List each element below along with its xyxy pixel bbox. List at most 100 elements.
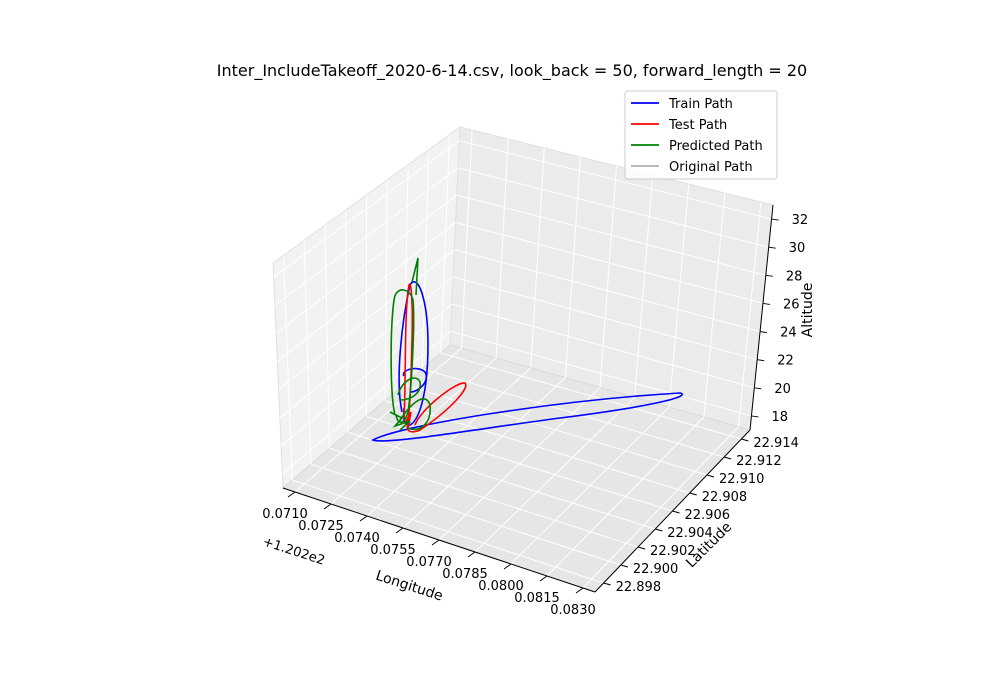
z-axis-label: Altitude bbox=[800, 283, 816, 338]
z-axis-line bbox=[749, 204, 774, 431]
y-tick-mark bbox=[689, 492, 697, 496]
x-tick-label: 0.0785 bbox=[442, 567, 488, 582]
x-tick-mark bbox=[575, 587, 584, 594]
y-tick-label: 22.912 bbox=[736, 454, 782, 469]
y-gridline bbox=[422, 368, 725, 458]
x-tick-mark bbox=[323, 503, 332, 510]
x-gridline-wall bbox=[599, 165, 617, 388]
z-tick-mark bbox=[754, 387, 762, 390]
y-tick-label: 22.902 bbox=[650, 544, 696, 559]
z-tick-label: 26 bbox=[783, 297, 800, 312]
z-gridline bbox=[273, 140, 772, 278]
legend-items: Train Path Test Path Predicted Path Origina… bbox=[631, 97, 763, 175]
y-tick-label: 22.910 bbox=[719, 472, 765, 487]
legend-box bbox=[624, 90, 778, 180]
legend-label-train-path: Train Path bbox=[668, 97, 733, 112]
z-tick-mark bbox=[751, 415, 759, 418]
x-gridline-wall bbox=[634, 174, 654, 398]
z-gridline bbox=[279, 276, 758, 419]
y-gridline bbox=[403, 384, 708, 476]
z-gridline bbox=[282, 330, 752, 475]
x-axis-label: Longitude bbox=[374, 568, 445, 605]
legend-label-original-path: Original Path bbox=[669, 160, 753, 175]
grid-lines bbox=[273, 129, 772, 589]
series-layer bbox=[371, 257, 684, 442]
x-tick-label: 0.0710 bbox=[262, 507, 308, 522]
x-gridline-wall bbox=[530, 147, 545, 368]
x-tick-label: 0.0830 bbox=[550, 603, 596, 618]
chart-title: Inter_IncludeTakeoff_2020-6-14.csv, look… bbox=[217, 61, 807, 81]
y-tick-label: 22.908 bbox=[702, 490, 748, 505]
y-gridline-wall bbox=[345, 210, 349, 433]
x-tick-label: 0.0755 bbox=[370, 543, 416, 558]
y-gridline bbox=[384, 400, 690, 494]
z-tick-mark bbox=[759, 331, 768, 334]
x-tick-mark bbox=[431, 539, 440, 546]
x-gridline-wall bbox=[737, 201, 762, 427]
x-gridline-wall bbox=[564, 156, 581, 378]
tick-marks bbox=[287, 218, 779, 594]
x-gridline-wall bbox=[461, 129, 473, 349]
y-tick-mark bbox=[741, 438, 749, 442]
z-tick-mark bbox=[765, 274, 773, 277]
z-tick-label: 18 bbox=[771, 410, 788, 425]
z-gridline bbox=[275, 194, 766, 334]
y-gridline-wall bbox=[440, 134, 451, 353]
y-gridline bbox=[366, 416, 673, 512]
y-gridline bbox=[329, 447, 639, 548]
y-tick-mark bbox=[655, 528, 663, 532]
x-tick-mark bbox=[395, 527, 404, 534]
y-tick-mark bbox=[620, 564, 628, 568]
x-tick-label: 0.0725 bbox=[298, 519, 344, 534]
z-tick-label: 32 bbox=[792, 213, 809, 228]
z-gridline bbox=[274, 167, 769, 306]
legend: Train Path Test Path Predicted Path Origina… bbox=[624, 90, 778, 180]
x-tick-label: 0.0770 bbox=[406, 555, 452, 570]
z-tick-label: 20 bbox=[774, 382, 791, 397]
z-tick-mark bbox=[768, 246, 776, 249]
legend-label-test-path: Test Path bbox=[668, 118, 727, 133]
x-tick-label: 0.0815 bbox=[514, 591, 560, 606]
x-tick-mark bbox=[539, 575, 548, 582]
z-tick-label: 22 bbox=[777, 354, 794, 369]
y-tick-label: 22.904 bbox=[667, 526, 713, 541]
y-gridline-wall bbox=[324, 225, 330, 449]
series-line-predicted-path bbox=[389, 257, 431, 431]
y-gridline bbox=[292, 479, 604, 584]
x-gridline-wall bbox=[668, 183, 690, 408]
x-tick-mark bbox=[359, 515, 368, 522]
y-tick-mark bbox=[724, 456, 732, 460]
z-tick-label: 30 bbox=[789, 241, 806, 256]
y-gridline-wall bbox=[384, 179, 388, 401]
z-gridline bbox=[278, 249, 761, 390]
z-tick-mark bbox=[771, 218, 779, 221]
y-tick-label: 22.898 bbox=[616, 580, 662, 595]
z-gridline bbox=[280, 303, 755, 447]
x-tick-mark bbox=[503, 563, 512, 570]
z-gridline bbox=[277, 221, 764, 362]
y-gridline-wall bbox=[282, 255, 293, 481]
y-tick-mark bbox=[706, 474, 715, 478]
y-gridline-wall bbox=[303, 240, 312, 465]
x-gridline-wall bbox=[495, 138, 509, 359]
z-tick-mark bbox=[757, 359, 765, 362]
y-gridline-wall bbox=[421, 149, 430, 369]
x-tick-label: 0.0800 bbox=[478, 579, 524, 594]
y-tick-mark bbox=[672, 510, 680, 514]
y-gridline bbox=[347, 431, 656, 530]
x-tick-label: 0.0740 bbox=[334, 531, 380, 546]
tick-labels: 0.07100.07250.07400.07550.07700.07850.08… bbox=[262, 213, 808, 618]
y-gridline-wall bbox=[403, 164, 409, 385]
legend-label-predicted-path: Predicted Path bbox=[669, 139, 763, 154]
x-gridline-wall bbox=[703, 192, 726, 417]
z-tick-label: 24 bbox=[780, 326, 797, 341]
x-tick-mark bbox=[467, 551, 476, 558]
x-offset-label: +1.202e2 bbox=[261, 535, 327, 569]
y-gridline bbox=[310, 463, 621, 566]
y-tick-mark bbox=[637, 546, 646, 550]
y-gridline bbox=[440, 352, 742, 440]
y-tick-label: 22.900 bbox=[633, 562, 679, 577]
z-tick-label: 28 bbox=[786, 269, 803, 284]
z-tick-mark bbox=[762, 302, 771, 305]
